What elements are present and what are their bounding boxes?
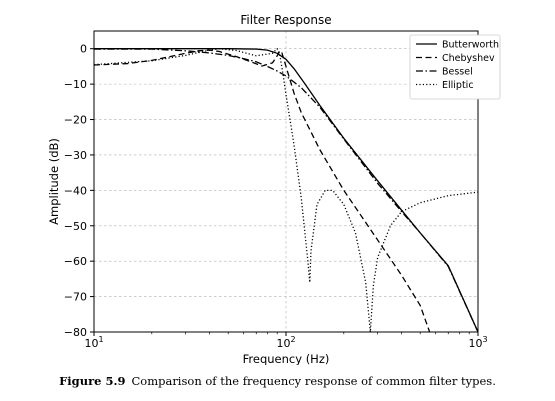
y-tick-label: −40 [64,184,87,197]
x-tick-label: 102 [276,335,295,350]
legend-label-elliptic: Elliptic [442,80,474,91]
caption-text: Comparison of the frequency response of … [131,374,496,388]
x-tick-label: 101 [84,335,103,350]
y-tick-label: −80 [64,326,87,339]
x-tick-label: 103 [468,335,487,350]
legend-label-bessel: Bessel [442,67,473,78]
series-lines [94,48,478,332]
y-axis-label: Amplitude (dB) [47,138,61,225]
figure-caption: Figure 5.9 Comparison of the frequency re… [0,374,555,388]
legend-label-chebyshev: Chebyshev [442,53,495,64]
y-tick-label: −30 [64,149,87,162]
y-tick-label: 0 [80,43,87,56]
chart-title: Filter Response [240,13,331,27]
series-line-chebyshev [94,49,431,332]
legend-box [409,34,501,100]
filter-response-chart: 101 102 103 0 −10 −20 −30 −40 −50 −60 −70 −80 Filte… [47,13,501,365]
y-tick-label: −10 [64,78,87,91]
x-axis-label: Frequency (Hz) [243,352,330,365]
series-line-elliptic [94,48,478,332]
legend-label-butterworth: Butterworth [442,40,499,51]
axis-ticks: 101 102 103 0 −10 −20 −30 −40 −50 −60 −70 −80 [64,43,488,350]
y-tick-label: −50 [64,220,87,233]
legend: Butterworth Chebyshev Bessel Elliptic [409,34,501,100]
y-tick-label: −70 [64,291,87,304]
y-tick-label: −20 [64,114,87,127]
caption-label: Figure 5.9 [59,374,126,388]
y-tick-label: −60 [64,255,87,268]
series-line-bessel [94,48,478,332]
